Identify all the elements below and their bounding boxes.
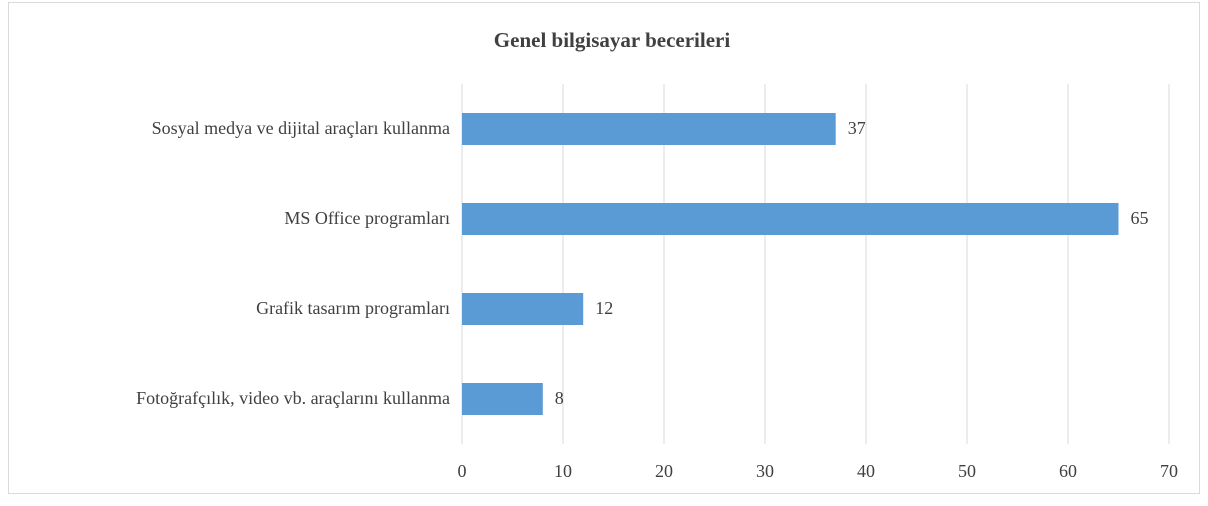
bar xyxy=(462,293,584,325)
x-tick-label: 10 xyxy=(554,461,572,481)
y-tick-label: Sosyal medya ve dijital araçları kullanm… xyxy=(152,118,450,138)
chart-title: Genel bilgisayar becerileri xyxy=(494,28,731,52)
x-tick-label: 70 xyxy=(1160,461,1178,481)
y-tick-label: Fotoğrafçılık, video vb. araçlarını kull… xyxy=(136,388,450,408)
chart-frame xyxy=(8,2,1200,494)
bar xyxy=(462,203,1119,235)
data-label: 8 xyxy=(555,388,564,408)
bar xyxy=(462,383,543,415)
x-tick-label: 0 xyxy=(458,461,467,481)
x-tick-label: 30 xyxy=(756,461,774,481)
data-label: 65 xyxy=(1131,208,1149,228)
data-label: 12 xyxy=(595,298,613,318)
x-tick-label: 40 xyxy=(857,461,875,481)
x-tick-label: 60 xyxy=(1059,461,1077,481)
x-tick-label: 20 xyxy=(655,461,673,481)
y-tick-label: MS Office programları xyxy=(284,208,450,228)
bar xyxy=(462,113,836,145)
data-label: 37 xyxy=(848,118,866,138)
y-tick-label: Grafik tasarım programları xyxy=(256,298,450,318)
x-tick-label: 50 xyxy=(958,461,976,481)
